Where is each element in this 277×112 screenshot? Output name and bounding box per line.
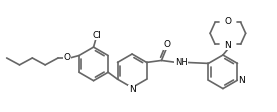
Text: O: O <box>164 40 171 49</box>
Text: N: N <box>224 41 231 50</box>
Text: O: O <box>63 53 70 62</box>
Text: N: N <box>129 85 135 94</box>
Text: Cl: Cl <box>92 31 101 40</box>
Text: N: N <box>238 76 245 85</box>
Text: NH: NH <box>175 58 188 67</box>
Text: O: O <box>224 17 231 26</box>
